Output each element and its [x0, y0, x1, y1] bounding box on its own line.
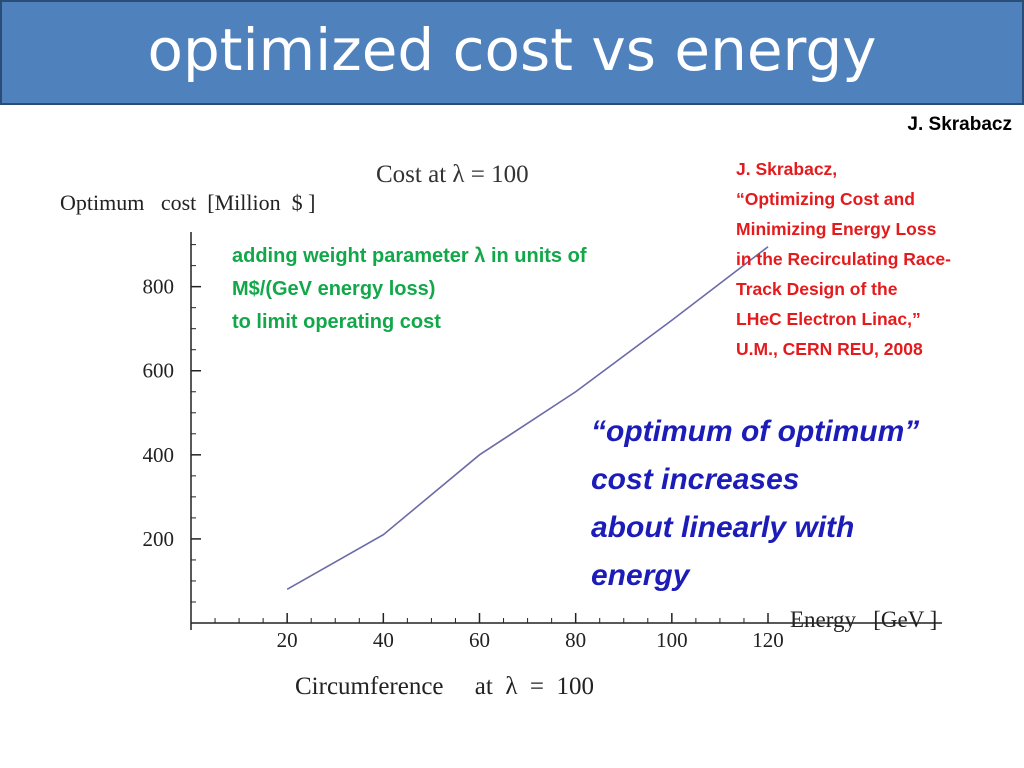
chart-title: Cost at λ = 100: [376, 161, 529, 188]
reference-line: “Optimizing Cost and: [736, 189, 915, 209]
note-line: energy: [591, 559, 690, 592]
note-line: “optimum of optimum”: [591, 415, 920, 448]
y-tick-label: 800: [143, 275, 175, 299]
author-label: J. Skrabacz: [907, 114, 1012, 135]
slide-title: optimized cost vs energy: [147, 16, 877, 84]
title-bar: optimized cost vs energy: [0, 0, 1024, 105]
note-line: M$/(GeV energy loss): [232, 278, 436, 300]
x-axis-label: Energy [GeV ]: [790, 607, 937, 632]
reference-line: Track Design of the: [736, 279, 898, 299]
y-axis-label: Optimum cost [Million $ ]: [60, 190, 315, 215]
note-line: to limit operating cost: [232, 311, 441, 333]
reference-line: U.M., CERN REU, 2008: [736, 339, 923, 359]
x-tick-label: 20: [277, 628, 298, 652]
weight-parameter-note: adding weight parameter λ in units of M$…: [232, 240, 702, 339]
chart-footer: Circumference at λ = 100: [295, 673, 594, 700]
note-line: about linearly with: [591, 511, 855, 544]
note-line: cost increases: [591, 463, 800, 496]
y-tick-label: 200: [143, 527, 175, 551]
reference-citation: J. Skrabacz, “Optimizing Cost and Minimi…: [736, 154, 1018, 364]
optimum-note: “optimum of optimum” cost increases abou…: [591, 408, 1001, 600]
x-tick-label: 80: [565, 628, 586, 652]
reference-line: LHeC Electron Linac,”: [736, 309, 921, 329]
x-tick-label: 60: [469, 628, 490, 652]
y-tick-label: 400: [143, 443, 175, 467]
x-tick-label: 100: [656, 628, 688, 652]
x-tick-label: 40: [373, 628, 394, 652]
reference-line: Minimizing Energy Loss: [736, 219, 937, 239]
note-line: adding weight parameter λ in units of: [232, 245, 587, 267]
reference-line: J. Skrabacz,: [736, 159, 838, 179]
reference-line: in the Recirculating Race-: [736, 249, 951, 269]
cost-curve: [286, 246, 769, 591]
x-tick-label: 120: [752, 628, 784, 652]
y-tick-label: 600: [143, 359, 175, 383]
